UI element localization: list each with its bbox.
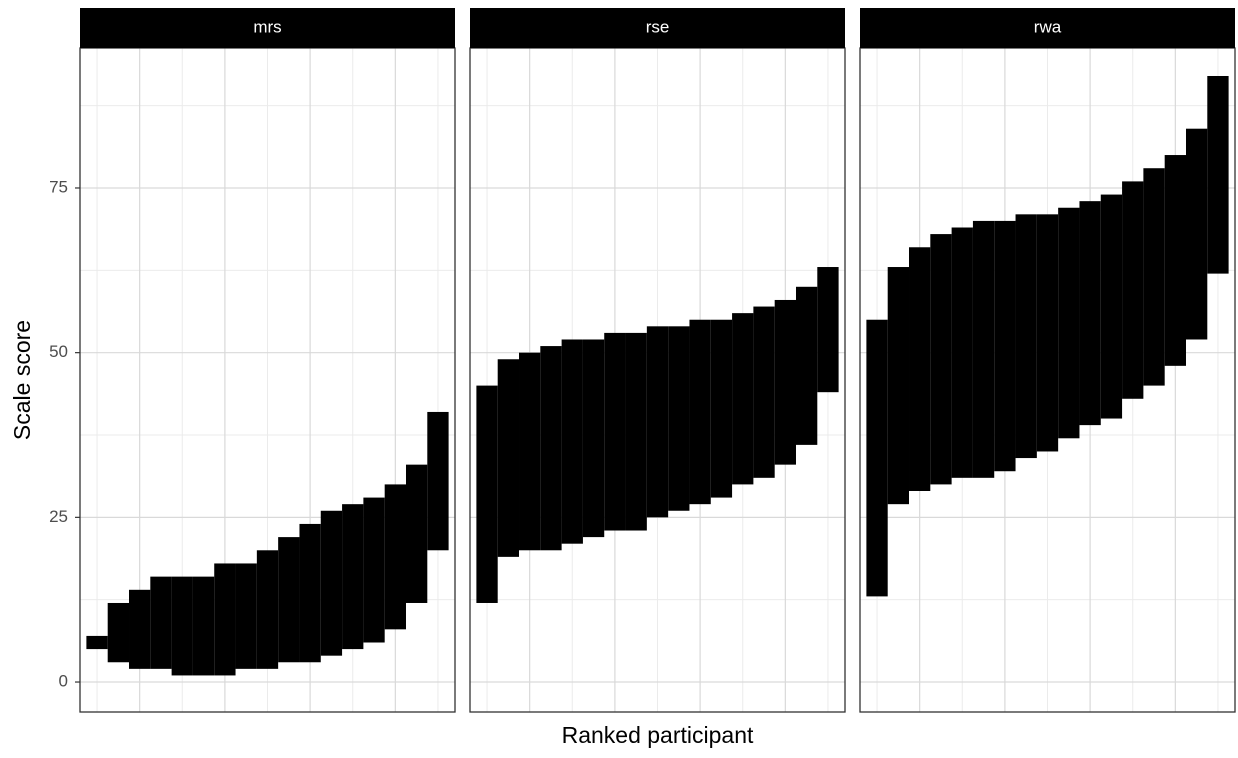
range-bar	[817, 267, 839, 393]
strip-label: rwa	[1034, 17, 1062, 36]
strip	[470, 8, 845, 48]
range-bar	[363, 497, 385, 643]
range-bar	[192, 576, 215, 676]
range-bar	[668, 326, 690, 511]
y-tick-label: 50	[49, 342, 68, 361]
range-bar	[86, 635, 108, 650]
range-bar	[214, 563, 236, 676]
range-bar	[753, 306, 775, 478]
range-bar	[320, 510, 343, 656]
range-bar	[235, 563, 257, 669]
y-tick-label: 75	[49, 177, 68, 196]
range-bar	[519, 352, 541, 551]
y-axis-title: Scale score	[9, 320, 35, 440]
range-bar	[604, 332, 626, 531]
range-bar	[866, 319, 888, 597]
range-bar	[171, 576, 193, 676]
range-bar	[107, 602, 130, 663]
range-bar	[497, 359, 520, 557]
range-bar	[1143, 168, 1165, 386]
range-bar	[582, 339, 605, 538]
range-bar	[951, 227, 973, 478]
range-bar	[1185, 128, 1208, 340]
range-bar	[710, 319, 733, 498]
range-bar	[909, 247, 931, 491]
range-bar	[1207, 75, 1229, 274]
range-bar	[129, 589, 151, 669]
y-tick-label: 25	[49, 507, 68, 526]
range-bar	[930, 234, 952, 485]
range-bar	[1079, 201, 1101, 426]
range-bar	[732, 313, 754, 485]
strip-label: mrs	[253, 17, 281, 36]
strip-label: rse	[646, 17, 670, 36]
range-bar	[384, 484, 406, 630]
range-bar	[278, 537, 300, 663]
range-bar	[1036, 214, 1059, 452]
range-bar	[405, 464, 428, 603]
range-bar	[774, 299, 796, 465]
range-bar	[299, 523, 321, 663]
range-bar	[150, 576, 172, 669]
range-bar	[646, 326, 669, 518]
range-bar	[1015, 214, 1037, 459]
range-bar	[256, 550, 279, 669]
range-bar	[994, 220, 1016, 472]
range-bar	[540, 346, 562, 551]
range-bar	[342, 504, 364, 650]
range-bar	[1100, 194, 1123, 419]
range-bar	[972, 220, 995, 478]
strip	[860, 8, 1235, 48]
range-bar	[561, 339, 583, 544]
range-bar	[887, 267, 910, 505]
strip	[80, 8, 455, 48]
y-tick-label: 0	[59, 672, 68, 691]
range-bar	[476, 385, 498, 603]
range-bar	[689, 319, 711, 505]
range-bar	[1058, 207, 1080, 439]
range-bar	[795, 286, 818, 445]
range-bar	[427, 411, 449, 551]
range-bar	[625, 332, 647, 531]
range-bar	[1164, 155, 1186, 366]
x-axis-title: Ranked participant	[562, 722, 754, 748]
range-bar	[1122, 181, 1144, 399]
